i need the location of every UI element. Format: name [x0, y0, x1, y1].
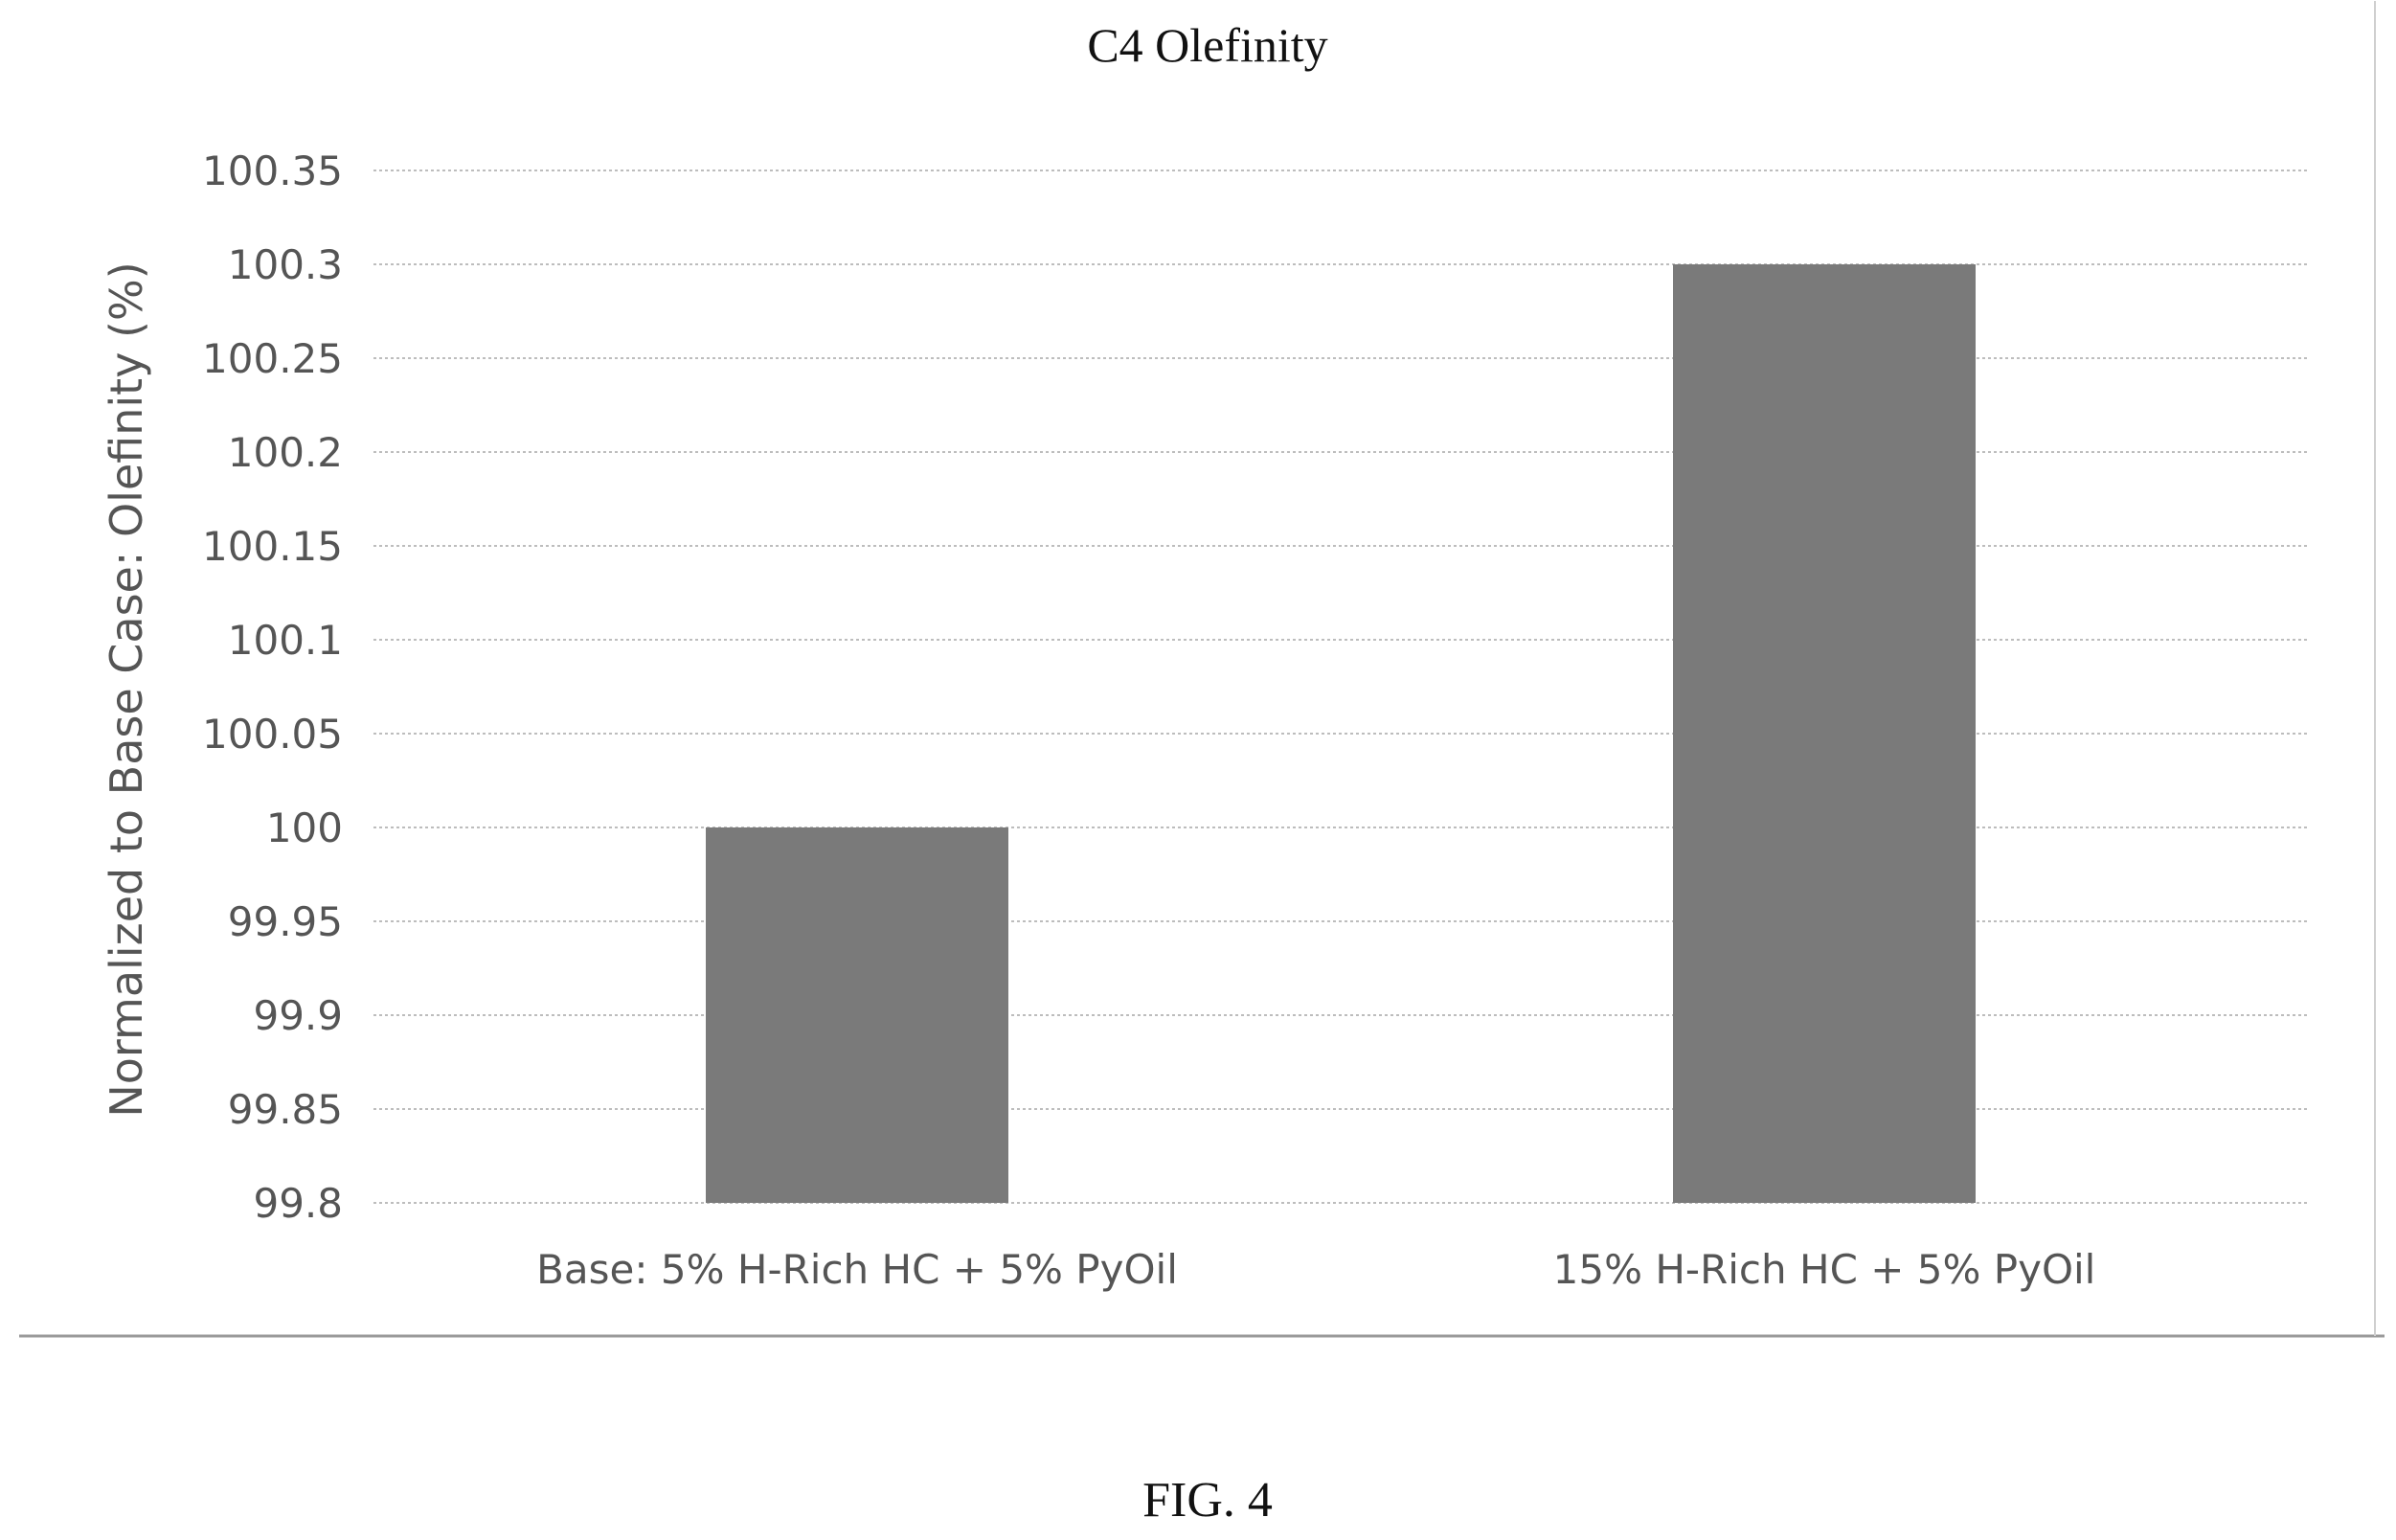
figure-caption: FIG. 4 [1142, 1473, 1273, 1528]
x-category-label: Base: 5% H-Rich HC + 5% PyOil [536, 1246, 1178, 1293]
y-tick-label: 99.8 [253, 1180, 343, 1227]
x-category-label: 15% H-Rich HC + 5% PyOil [1553, 1246, 2096, 1293]
y-axis-ticks: 100.35 100.3 100.25 100.2 100.15 100.1 100.05 1… [202, 147, 343, 1227]
y-tick-label: 100.3 [228, 241, 343, 288]
x-axis-categories: Base: 5% H-Rich HC + 5% PyOil 15% H-Rich … [536, 1246, 2095, 1293]
y-tick-label: 100.35 [202, 147, 343, 194]
y-tick-label: 100.2 [228, 429, 343, 476]
y-axis-title: Normalized to Base Case: Olefinity (%) [101, 261, 152, 1117]
y-tick-label: 100.25 [202, 335, 343, 382]
y-tick-label: 100 [266, 804, 343, 851]
gridlines [373, 170, 2308, 1204]
chart-title: C4 Olefinity [1087, 18, 1327, 72]
y-tick-label: 99.85 [228, 1086, 343, 1133]
y-tick-label: 99.95 [228, 898, 343, 945]
y-tick-label: 99.9 [253, 992, 343, 1039]
y-tick-label: 100.05 [202, 711, 343, 758]
y-tick-label: 100.1 [228, 617, 343, 664]
bar [1673, 264, 1976, 1203]
bar [706, 827, 1008, 1203]
bars [706, 264, 1976, 1203]
y-tick-label: 100.15 [202, 523, 343, 570]
